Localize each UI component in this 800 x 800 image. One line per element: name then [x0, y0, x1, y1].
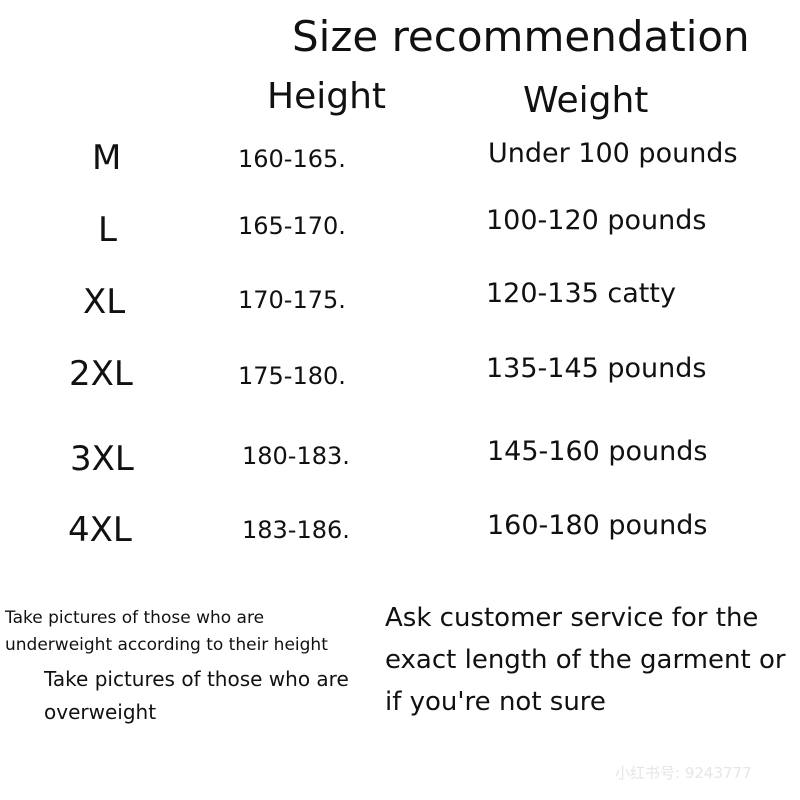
watermark: 小红书号: 9243777 [615, 764, 752, 782]
weight-range: 135-145 pounds [486, 353, 707, 384]
note-overweight: Take pictures of those who are [44, 667, 349, 691]
note-overweight: overweight [44, 700, 157, 724]
weight-range: 160-180 pounds [487, 510, 708, 541]
weight-range: 145-160 pounds [487, 436, 708, 467]
height-range: 175-180. [238, 362, 346, 390]
height-range: 170-175. [238, 286, 346, 314]
page-title: Size recommendation [292, 12, 750, 61]
weight-range: Under 100 pounds [488, 138, 738, 169]
height-range: 160-165. [238, 145, 346, 173]
note-customer-service: Ask customer service for the [385, 603, 759, 633]
size-label: XL [83, 282, 126, 322]
size-label: M [92, 138, 122, 178]
note-customer-service: if you're not sure [385, 687, 606, 717]
height-range: 165-170. [238, 212, 346, 240]
height-range: 180-183. [242, 442, 350, 470]
note-underweight: Take pictures of those who are [5, 608, 265, 628]
weight-range: 100-120 pounds [486, 205, 707, 236]
size-label: 4XL [68, 510, 132, 550]
height-range: 183-186. [242, 516, 350, 544]
weight-range: 120-135 catty [486, 278, 676, 309]
note-customer-service: exact length of the garment or [385, 645, 786, 675]
size-label: 3XL [70, 439, 134, 479]
size-label: 2XL [69, 354, 133, 394]
size-label: L [98, 210, 117, 250]
header-height: Height [267, 76, 387, 117]
header-weight: Weight [523, 80, 649, 121]
note-underweight: underweight according to their height [5, 635, 328, 655]
